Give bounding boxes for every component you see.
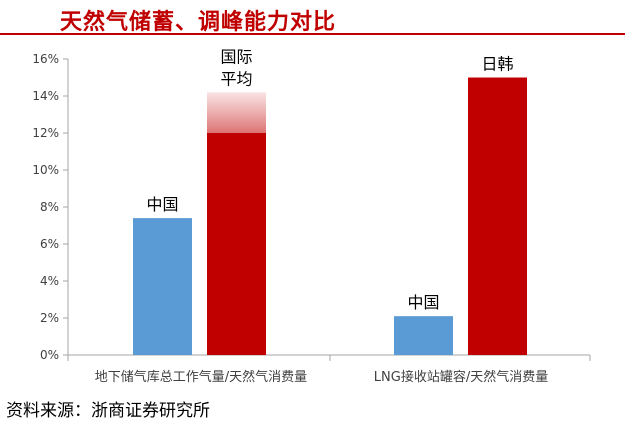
bar-label: 中国 bbox=[146, 195, 178, 214]
y-tick-label: 8% bbox=[40, 200, 59, 214]
bar-chart: 0% 2% 4% 6% 8% 10% 12% 14% 16% 地下储气库总工作气量/天然气消费量 L… bbox=[32, 47, 591, 385]
y-tick-label: 14% bbox=[32, 89, 59, 103]
y-tick-label: 10% bbox=[32, 163, 59, 177]
bar bbox=[207, 133, 266, 355]
y-tick-label: 12% bbox=[32, 126, 59, 140]
y-tick-label: 16% bbox=[32, 52, 59, 66]
bar bbox=[394, 316, 453, 355]
x-category-label: 地下储气库总工作气量/天然气消费量 bbox=[95, 369, 307, 385]
y-tick-label: 2% bbox=[40, 311, 59, 325]
source-note: 资料来源：浙商证券研究所 bbox=[6, 401, 210, 421]
bar-label: 中国 bbox=[407, 293, 439, 312]
y-tick-label: 4% bbox=[40, 274, 59, 288]
title-underline bbox=[0, 33, 625, 35]
bar-label: 国际 bbox=[220, 47, 252, 66]
bar-label: 平均 bbox=[220, 69, 252, 88]
bar-label: 日韩 bbox=[481, 55, 513, 74]
x-category-label: LNG接收站罐容/天然气消费量 bbox=[374, 369, 548, 385]
chart-title: 天然气储蓄、调峰能力对比 bbox=[60, 10, 337, 35]
bar bbox=[133, 218, 192, 355]
y-tick-label: 6% bbox=[40, 237, 59, 251]
bar bbox=[468, 77, 527, 355]
bar-range bbox=[207, 92, 266, 133]
y-tick-label: 0% bbox=[40, 348, 59, 362]
